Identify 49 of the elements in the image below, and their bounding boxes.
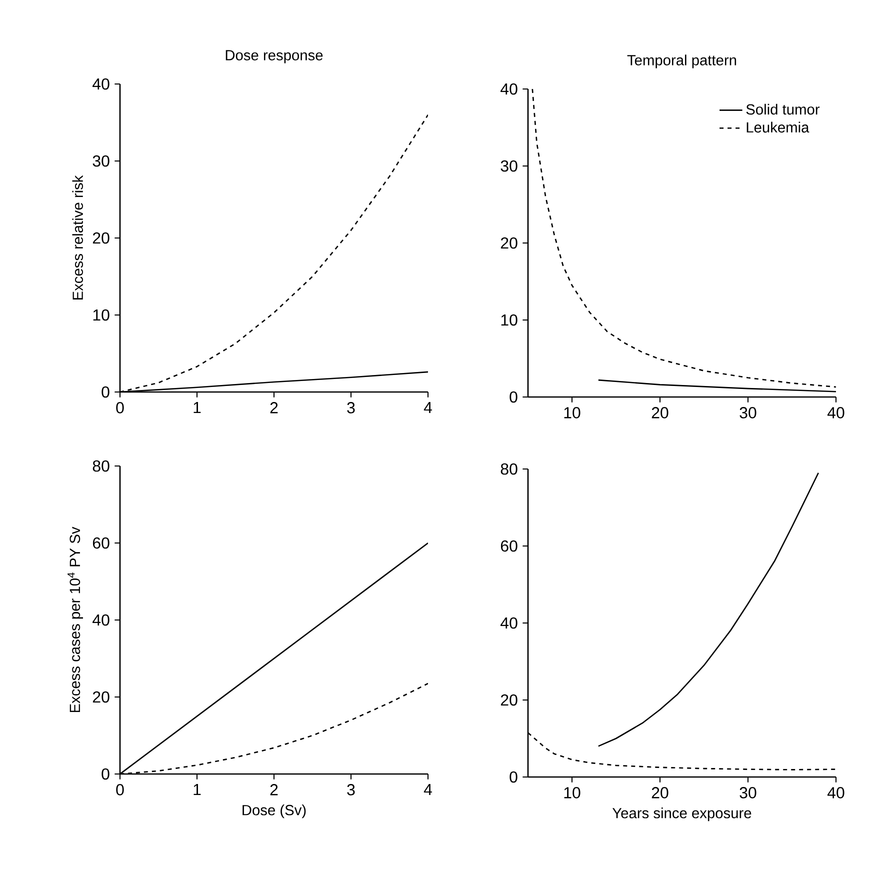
y-tick-label: 20 [92, 232, 110, 244]
chart-title: Temporal pattern [627, 54, 736, 68]
y-tick-label: 0 [510, 391, 518, 403]
line-series [532, 89, 836, 388]
y-tick-label: 20 [92, 691, 110, 703]
x-tick-label: 40 [827, 787, 844, 798]
y-tick-label: 0 [102, 386, 110, 398]
y-tick-label: 0 [510, 771, 518, 783]
x-tick-label: 2 [270, 402, 278, 414]
x-tick-label: 10 [564, 787, 580, 798]
y-tick-label: 10 [501, 314, 518, 326]
y-tick-label: 40 [500, 83, 518, 95]
y-tick-label: 0 [102, 768, 110, 780]
legend-label: Leukemia [746, 122, 810, 133]
y-tick-label: 80 [92, 460, 110, 472]
y-tick-label: 60 [92, 537, 110, 549]
y-tick-label: 20 [500, 694, 518, 706]
x-tick-label: 1 [194, 402, 201, 414]
line-series [598, 472, 820, 747]
x-tick-label: 30 [740, 407, 756, 418]
y-tick-label: 40 [500, 617, 518, 629]
x-tick-label: 20 [652, 407, 668, 418]
line-series [598, 379, 836, 392]
legend-label: Solid tumor [746, 104, 820, 115]
x-tick-label: 40 [827, 407, 844, 418]
y-tick-label: 10 [93, 309, 110, 321]
y-axis-title: Excess relative risk [72, 175, 84, 300]
x-tick-label: 20 [652, 787, 668, 798]
y-tick-label: 30 [92, 155, 110, 167]
y-tick-label: 30 [500, 160, 518, 172]
x-tick-label: 4 [424, 402, 432, 414]
x-tick-label: 3 [347, 402, 355, 414]
x-tick-label: 2 [270, 784, 278, 796]
x-tick-label: 10 [564, 407, 580, 418]
y-tick-label: 40 [92, 614, 110, 626]
y-tick-label: 80 [500, 463, 518, 475]
x-axis-title: Dose (Sv) [242, 804, 306, 818]
y-tick-label: 20 [500, 237, 518, 249]
x-tick-label: 0 [116, 402, 124, 414]
chart-title: Dose response [226, 50, 323, 64]
x-tick-label: 0 [116, 784, 124, 796]
y-axis-title: Excess cases per 10$^{4}$ PY Sv [68, 526, 83, 712]
x-tick-label: 3 [347, 784, 355, 796]
x-tick-label: 1 [194, 784, 201, 796]
y-tick-label: 40 [92, 78, 110, 90]
x-tick-label: 4 [424, 784, 432, 796]
x-tick-label: 30 [740, 787, 756, 798]
x-axis-title: Years since exposure [612, 808, 752, 822]
y-tick-label: 60 [500, 540, 518, 552]
